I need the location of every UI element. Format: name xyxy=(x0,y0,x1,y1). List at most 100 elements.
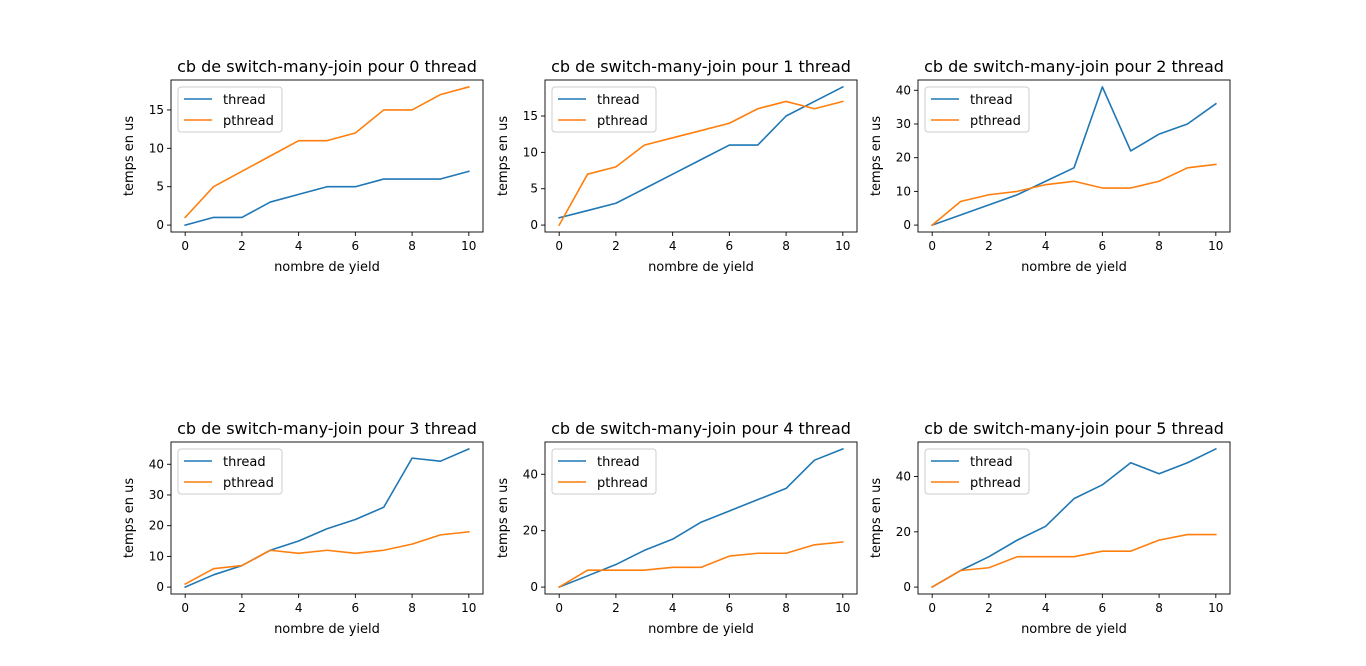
subplot-3: cb de switch-many-join pour 3 thread 0 2 4 6… xyxy=(122,419,484,637)
x-tick-label: 8 xyxy=(1155,601,1163,615)
legend: thread pthread xyxy=(177,86,283,133)
y-tick-label: 0 xyxy=(156,580,164,594)
series-line-thread xyxy=(558,447,844,589)
legend: thread pthread xyxy=(551,448,657,495)
legend-label-thread: thread xyxy=(223,455,266,470)
x-tick-label: 10 xyxy=(1208,239,1223,253)
plot-frame xyxy=(544,79,858,233)
y-tick-label: 0 xyxy=(903,218,911,232)
plot-frame xyxy=(544,441,858,595)
y-tick-label: 10 xyxy=(523,145,538,159)
y-tick-label: 10 xyxy=(896,184,911,198)
x-axis-label: nombre de yield xyxy=(1021,260,1127,275)
x-tick-label: 4 xyxy=(1042,601,1050,615)
y-axis-label: temps en us xyxy=(869,116,884,197)
legend-label-thread: thread xyxy=(597,93,640,108)
x-tick-label: 8 xyxy=(1155,239,1163,253)
y-tick-label: 20 xyxy=(896,151,911,165)
x-tick-label: 4 xyxy=(295,601,303,615)
y-axis-label: temps en us xyxy=(496,478,511,559)
x-tick-label: 2 xyxy=(612,601,620,615)
legend-label-pthread: pthread xyxy=(597,114,648,129)
x-tick-label: 4 xyxy=(669,601,677,615)
y-tick-label: 15 xyxy=(149,103,164,117)
y-axis-label: temps en us xyxy=(869,478,884,559)
x-tick-label: 0 xyxy=(555,239,563,253)
y-tick-label: 15 xyxy=(523,109,538,123)
y-axis-label: temps en us xyxy=(122,478,137,559)
y-tick-label: 5 xyxy=(156,180,164,194)
plot-frame xyxy=(170,441,484,595)
plot-frame xyxy=(917,79,1231,233)
x-tick-label: 6 xyxy=(726,239,734,253)
subplot-1: cb de switch-many-join pour 1 thread 0 2 4 6… xyxy=(496,57,858,275)
subplot-4: cb de switch-many-join pour 4 thread 0 2 4 6… xyxy=(496,419,858,637)
series-line-thread xyxy=(558,85,844,219)
series-line-thread xyxy=(184,170,470,227)
series-line-pthread xyxy=(931,533,1217,589)
y-tick-label: 5 xyxy=(530,182,538,196)
y-tick-label: 10 xyxy=(149,141,164,155)
chart-title: cb de switch-many-join pour 0 thread xyxy=(177,57,477,76)
y-tick-label: 0 xyxy=(530,218,538,232)
x-tick-label: 2 xyxy=(985,239,993,253)
legend-label-pthread: pthread xyxy=(970,476,1021,491)
series-line-pthread xyxy=(184,85,470,219)
x-tick-label: 2 xyxy=(612,239,620,253)
x-tick-label: 0 xyxy=(181,601,189,615)
x-tick-label: 4 xyxy=(295,239,303,253)
x-axis-label: nombre de yield xyxy=(274,260,380,275)
x-tick-label: 4 xyxy=(669,239,677,253)
chart-title: cb de switch-many-join pour 5 thread xyxy=(924,419,1224,438)
x-axis-label: nombre de yield xyxy=(1021,622,1127,637)
x-tick-label: 10 xyxy=(1208,601,1223,615)
series-line-pthread xyxy=(558,541,844,589)
legend: thread pthread xyxy=(177,448,283,495)
x-tick-label: 10 xyxy=(461,239,476,253)
y-tick-label: 0 xyxy=(156,218,164,232)
y-tick-label: 20 xyxy=(896,525,911,539)
legend-label-pthread: pthread xyxy=(223,476,274,491)
x-tick-label: 0 xyxy=(555,601,563,615)
series-line-thread xyxy=(931,447,1217,589)
y-tick-label: 40 xyxy=(149,457,164,471)
legend-label-thread: thread xyxy=(970,455,1013,470)
x-tick-label: 4 xyxy=(1042,239,1050,253)
subplot-5: cb de switch-many-join pour 5 thread 0 2 4 6… xyxy=(869,419,1231,637)
legend-label-pthread: pthread xyxy=(970,114,1021,129)
y-tick-label: 40 xyxy=(523,467,538,481)
x-tick-label: 8 xyxy=(782,239,790,253)
x-tick-label: 6 xyxy=(352,239,360,253)
x-tick-label: 10 xyxy=(835,601,850,615)
plot-frame xyxy=(170,79,484,233)
x-tick-label: 0 xyxy=(181,239,189,253)
series-line-pthread xyxy=(184,530,470,586)
subplot-0: cb de switch-many-join pour 0 thread 0 2 4 6… xyxy=(122,57,484,275)
legend: thread pthread xyxy=(924,448,1030,495)
x-axis-label: nombre de yield xyxy=(648,260,754,275)
chart-title: cb de switch-many-join pour 3 thread xyxy=(177,419,477,438)
x-tick-label: 6 xyxy=(726,601,734,615)
series-line-pthread xyxy=(558,100,844,227)
legend-label-pthread: pthread xyxy=(597,476,648,491)
x-tick-label: 8 xyxy=(408,239,416,253)
subplot-2: cb de switch-many-join pour 2 thread 0 2 4 6… xyxy=(869,57,1231,275)
x-tick-label: 0 xyxy=(928,601,936,615)
y-tick-label: 30 xyxy=(149,488,164,502)
y-tick-label: 40 xyxy=(896,83,911,97)
y-tick-label: 40 xyxy=(896,470,911,484)
x-tick-label: 0 xyxy=(928,239,936,253)
y-tick-label: 10 xyxy=(149,549,164,563)
x-tick-label: 2 xyxy=(985,601,993,615)
series-line-thread xyxy=(931,86,1217,227)
legend: thread pthread xyxy=(924,86,1030,133)
legend: thread pthread xyxy=(551,86,657,133)
y-axis-label: temps en us xyxy=(122,116,137,197)
x-tick-label: 6 xyxy=(1099,601,1107,615)
legend-label-thread: thread xyxy=(597,455,640,470)
x-axis-label: nombre de yield xyxy=(648,622,754,637)
chart-title: cb de switch-many-join pour 4 thread xyxy=(551,419,851,438)
x-tick-label: 2 xyxy=(238,601,246,615)
y-tick-label: 0 xyxy=(530,580,538,594)
